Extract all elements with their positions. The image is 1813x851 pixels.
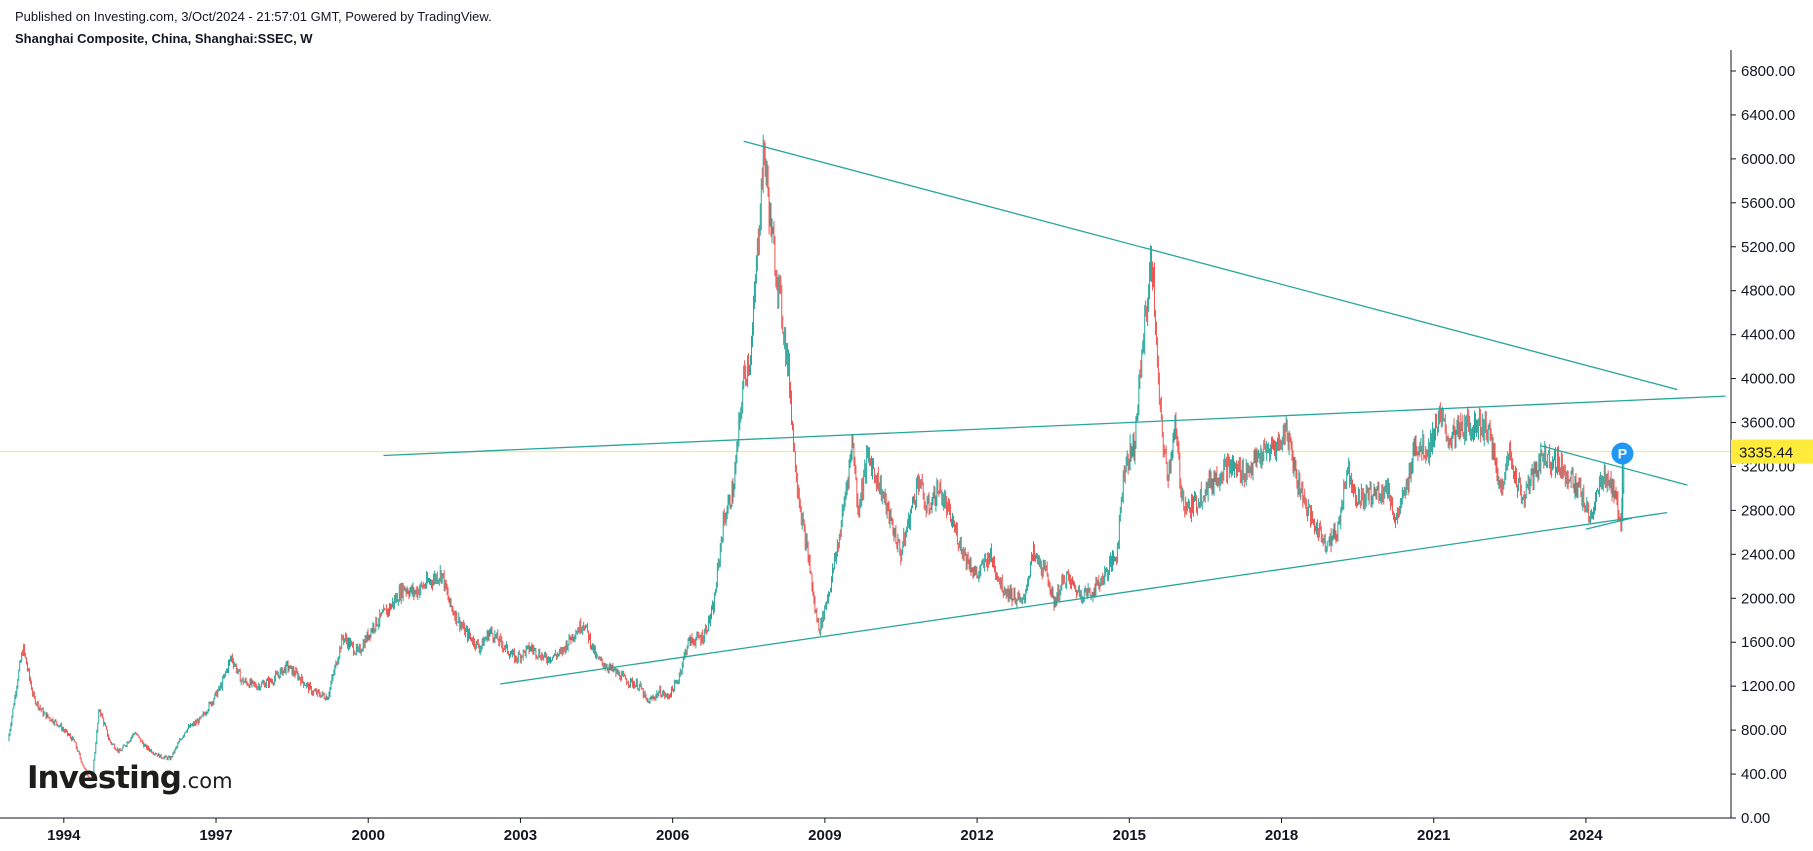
x-tick-label: 2024	[1569, 827, 1603, 844]
chart-title: Shanghai Composite, China, Shanghai:SSEC…	[15, 31, 313, 46]
x-tick-label: 2018	[1265, 827, 1298, 844]
trendline-lower-support	[500, 511, 1668, 685]
y-tick-label: 2000.00	[1741, 590, 1795, 607]
x-tick-label: 2012	[960, 827, 993, 844]
y-tick-label: 6000.00	[1741, 151, 1795, 168]
trendline-long-rising-line	[383, 395, 1726, 457]
x-tick-label: 2021	[1417, 827, 1450, 844]
logo-suffix: .com	[181, 769, 233, 793]
y-tick-label: 4000.00	[1741, 371, 1795, 388]
y-tick-label: 0.00	[1741, 810, 1770, 827]
y-axis[interactable]: 0.00 400.00 800.00 1200.00 1600.00 2000.00 240…	[1730, 50, 1795, 827]
x-tick-label: 1994	[47, 827, 81, 844]
x-tick-label: 2006	[656, 827, 689, 844]
last-price-label-text: 3335.44	[1739, 445, 1793, 462]
marker-circle	[1611, 442, 1634, 465]
y-tick-label: 6400.00	[1741, 107, 1795, 124]
y-tick-label: 1200.00	[1741, 678, 1795, 695]
y-tick-label: 1600.00	[1741, 634, 1795, 651]
y-tick-label: 3600.00	[1741, 415, 1795, 432]
x-tick-label: 2015	[1113, 827, 1146, 844]
x-tick-label: 2009	[808, 827, 841, 844]
x-tick-label: 2003	[504, 827, 537, 844]
y-tick-label: 4400.00	[1741, 327, 1795, 344]
y-tick-label: 800.00	[1741, 722, 1787, 739]
y-tick-label: 5200.00	[1741, 239, 1795, 256]
logo-wordmark: Investing	[27, 760, 182, 796]
y-tick-label: 2400.00	[1741, 546, 1795, 563]
y-tick-label: 6800.00	[1741, 63, 1795, 80]
x-tick-label: 2000	[352, 827, 385, 844]
trendline-upper-resistance	[743, 140, 1678, 391]
x-axis[interactable]: 1994 1997 2000 2003 2006 2009 2012 2015 2018 2021…	[0, 817, 1731, 844]
last-price-label: 3335.44	[1731, 439, 1813, 464]
marker-label: P	[1618, 446, 1627, 462]
trendline-short-down-channel	[1540, 444, 1688, 486]
last-price-label-bg	[1731, 439, 1813, 464]
marker-p-icon[interactable]: P	[1611, 442, 1634, 465]
trendline-short-bottom-line	[1585, 517, 1632, 530]
candlestick-series	[8, 134, 1625, 780]
x-tick-label: 1997	[199, 827, 232, 844]
y-tick-label: 400.00	[1741, 766, 1787, 783]
published-caption: Published on Investing.com, 3/Oct/2024 -…	[15, 9, 492, 24]
y-tick-label: 5600.00	[1741, 195, 1795, 212]
y-tick-label: 4800.00	[1741, 283, 1795, 300]
investing-logo: Investing.com	[27, 760, 233, 796]
y-tick-label: 2800.00	[1741, 502, 1795, 519]
trendlines	[383, 140, 1726, 685]
